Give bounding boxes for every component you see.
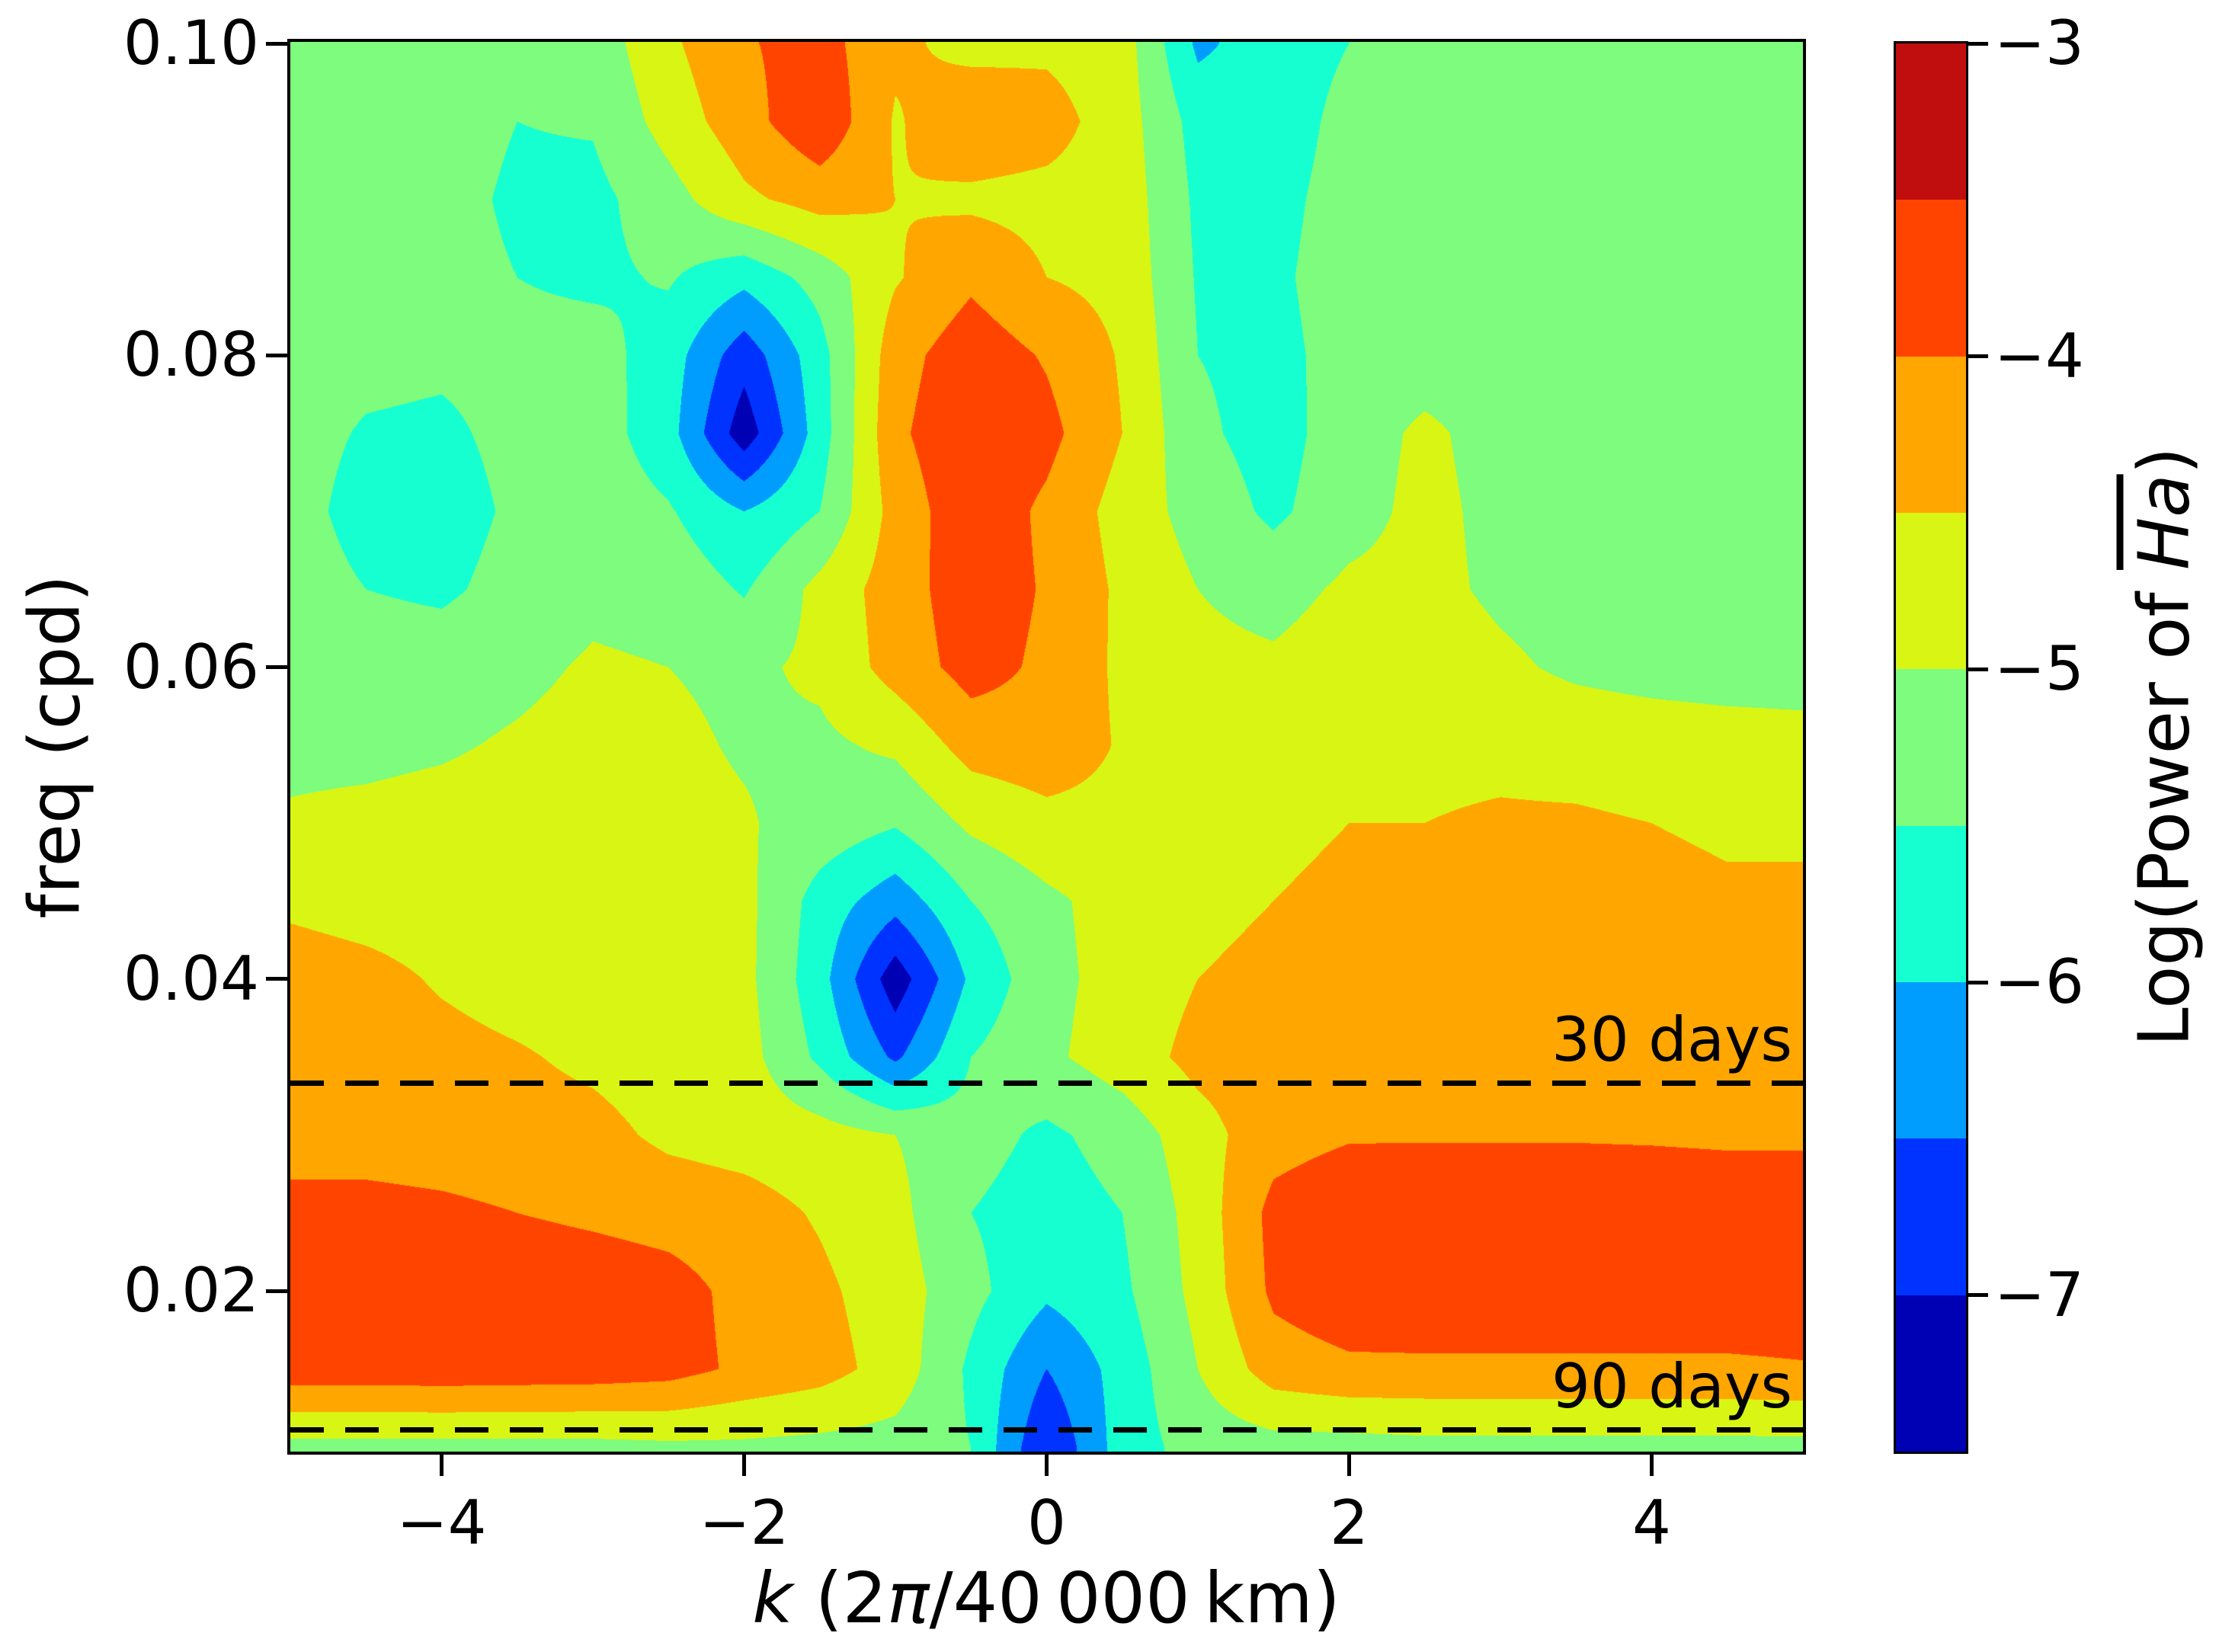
x-tick-mark — [1347, 1455, 1351, 1476]
colorbar-segment — [1896, 981, 1966, 1139]
x-tick-label: 4 — [1632, 1487, 1671, 1558]
colorbar-tick-mark — [1968, 667, 1988, 671]
colorbar-tick-label: −6 — [1994, 946, 2084, 1017]
plot-frame — [287, 39, 1806, 1455]
colorbar-segment — [1896, 669, 1966, 826]
y-tick-label: 0.06 — [123, 631, 259, 703]
x-tick-mark — [1650, 1455, 1654, 1476]
colorbar-segment — [1896, 1295, 1966, 1452]
y-tick-mark — [266, 665, 287, 670]
colorbar-tick-label: −7 — [1994, 1259, 2084, 1330]
x-axis-label-pi: π — [887, 1558, 930, 1639]
x-tick-label: −4 — [396, 1487, 487, 1558]
contour-plot — [290, 42, 1803, 1452]
30-days-annotation: 30 days — [1551, 1004, 1792, 1076]
colorbar-label-prefix: Log(Power of — [2123, 569, 2205, 1047]
y-tick-mark — [266, 1289, 287, 1293]
colorbar-segment — [1896, 512, 1966, 670]
colorbar-label: Log(Power of Ha) — [2124, 447, 2205, 1046]
colorbar-tick-mark — [1968, 980, 1988, 984]
y-tick-mark — [266, 41, 287, 46]
y-tick-label: 0.08 — [123, 319, 259, 391]
x-axis-label-k: k — [752, 1558, 793, 1639]
colorbar-segment — [1896, 356, 1966, 513]
colorbar-segment — [1896, 43, 1966, 200]
y-tick-mark — [266, 977, 287, 981]
x-axis-label-open: (2 — [792, 1558, 888, 1639]
x-tick-mark — [1045, 1455, 1049, 1476]
colorbar — [1894, 41, 1968, 1454]
colorbar-tick-mark — [1968, 354, 1988, 359]
x-tick-label: 0 — [1027, 1487, 1066, 1558]
colorbar-segment — [1896, 1138, 1966, 1295]
y-axis-label: freq (cpd) — [14, 575, 96, 919]
90-days-dashed-line — [290, 1426, 1803, 1433]
x-tick-mark — [440, 1455, 443, 1476]
colorbar-tick-mark — [1968, 1293, 1988, 1298]
colorbar-tick-label: −5 — [1994, 633, 2084, 705]
x-tick-mark — [742, 1455, 746, 1476]
colorbar-tick-label: −3 — [1994, 8, 2084, 78]
colorbar-label-suffix: ) — [2123, 447, 2205, 475]
colorbar-tick-label: −4 — [1994, 320, 2084, 392]
y-tick-label: 0.10 — [123, 8, 259, 79]
x-tick-label: 2 — [1330, 1487, 1369, 1558]
x-axis-label: k (2π/40 000 km) — [752, 1558, 1340, 1639]
y-tick-label: 0.04 — [123, 943, 259, 1014]
colorbar-segment — [1896, 825, 1966, 982]
y-tick-label: 0.02 — [123, 1255, 259, 1327]
90-days-annotation: 90 days — [1551, 1351, 1792, 1423]
y-tick-mark — [266, 353, 287, 357]
colorbar-label-ha: Ha — [2123, 474, 2205, 570]
30-days-dashed-line — [290, 1080, 1803, 1086]
colorbar-segment — [1896, 200, 1966, 357]
x-axis-label-close: /40 000 km) — [929, 1558, 1340, 1639]
x-tick-label: −2 — [699, 1487, 789, 1558]
colorbar-tick-mark — [1968, 41, 1988, 46]
